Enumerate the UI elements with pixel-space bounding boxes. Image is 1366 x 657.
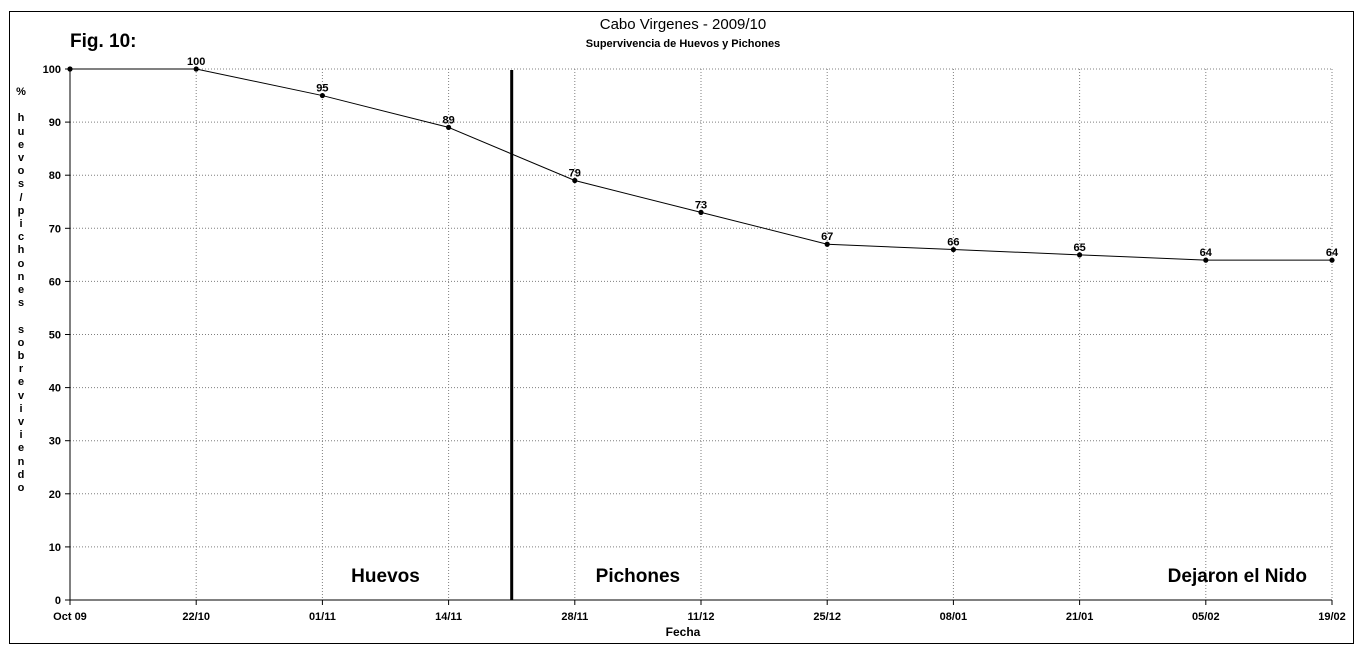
data-point bbox=[193, 66, 199, 72]
data-label: 100 bbox=[187, 56, 205, 68]
phase-annotation: Huevos bbox=[351, 566, 420, 587]
y-tick-label: 0 bbox=[55, 595, 61, 607]
y-axis-label-char: e bbox=[17, 376, 25, 389]
y-axis-label-char: v bbox=[17, 152, 25, 164]
y-axis-label-char: i bbox=[19, 402, 23, 415]
y-axis-label-char: h bbox=[17, 112, 25, 125]
data-point bbox=[950, 246, 957, 253]
data-label: 65 bbox=[1073, 242, 1085, 254]
data-point bbox=[1077, 252, 1083, 258]
data-label: 66 bbox=[947, 237, 959, 249]
chart-title: Cabo Virgenes - 2009/10 bbox=[599, 16, 767, 33]
y-axis-label-char: o bbox=[17, 336, 25, 349]
x-tick-label: 28/11 bbox=[561, 611, 588, 623]
data-label: 89 bbox=[442, 114, 454, 126]
figure-label: Fig. 10: bbox=[70, 31, 137, 52]
y-axis-label-char: o bbox=[17, 165, 25, 178]
y-axis-label-char: o bbox=[17, 257, 25, 270]
y-tick-label: 10 bbox=[49, 542, 61, 554]
y-axis-label-char: / bbox=[19, 191, 23, 204]
y-tick-label: 20 bbox=[49, 489, 61, 501]
y-axis-label-char: s bbox=[17, 323, 25, 336]
y-tick-label: 30 bbox=[49, 436, 61, 448]
y-axis-label-char: r bbox=[18, 363, 24, 376]
y-axis-label-char: h bbox=[17, 244, 25, 257]
y-axis-label-char: p bbox=[17, 204, 25, 217]
chart-frame bbox=[9, 11, 1354, 644]
y-tick-label: 50 bbox=[49, 330, 61, 342]
x-tick-label: 25/12 bbox=[813, 611, 841, 623]
data-point bbox=[319, 92, 325, 99]
data-label: 95 bbox=[316, 83, 328, 95]
y-axis-label-char: b bbox=[17, 350, 25, 363]
x-tick-label: 14/11 bbox=[435, 611, 462, 623]
y-tick-label: 90 bbox=[49, 117, 61, 129]
phase-annotation: Dejaron el Nido bbox=[1168, 566, 1307, 587]
y-axis-label-char: e bbox=[17, 138, 25, 151]
data-point bbox=[446, 124, 452, 131]
data-label: 64 bbox=[1326, 247, 1339, 259]
y-axis-label-char: u bbox=[17, 125, 25, 138]
y-axis-label-char: s bbox=[17, 297, 25, 310]
data-label: 67 bbox=[821, 231, 833, 243]
chart-subtitle: Supervivencia de Huevos y Pichones bbox=[585, 38, 781, 50]
x-axis-label: Fecha bbox=[665, 625, 701, 639]
y-axis-label: % h u e v o s / p i c h o n e s s o b r e v i v i e n d o bbox=[12, 86, 30, 495]
data-point bbox=[572, 177, 578, 184]
data-point bbox=[1329, 257, 1335, 263]
y-axis-label-char: n bbox=[17, 455, 25, 468]
data-point bbox=[67, 66, 73, 72]
y-axis-label-char: v bbox=[17, 416, 25, 429]
x-tick-label: 01/11 bbox=[309, 611, 336, 623]
data-label: 79 bbox=[569, 168, 581, 180]
y-axis-label-char: e bbox=[17, 442, 25, 455]
y-axis-label-char: e bbox=[17, 284, 25, 297]
phase-annotation: Pichones bbox=[596, 566, 680, 587]
data-label: 64 bbox=[1200, 247, 1213, 259]
y-tick-label: 100 bbox=[43, 64, 61, 76]
data-point bbox=[824, 241, 830, 247]
y-axis-label-char: v bbox=[17, 389, 25, 402]
y-axis-label-char: % bbox=[16, 86, 26, 98]
x-tick-label: 11/12 bbox=[688, 611, 715, 623]
y-axis-label-char: c bbox=[17, 231, 25, 244]
y-tick-label: 70 bbox=[49, 223, 61, 235]
y-tick-label: 80 bbox=[49, 170, 61, 182]
data-point bbox=[698, 209, 704, 215]
y-tick-label: 60 bbox=[49, 276, 61, 288]
x-tick-label: 05/02 bbox=[1192, 611, 1220, 623]
y-axis-label-char: n bbox=[17, 270, 25, 283]
y-axis-label-char: d bbox=[17, 468, 25, 481]
y-axis-label-char: s bbox=[17, 178, 25, 191]
x-tick-label: 19/02 bbox=[1318, 611, 1346, 623]
data-label: 73 bbox=[695, 199, 707, 211]
y-axis-label-char: i bbox=[19, 429, 23, 442]
data-point bbox=[1203, 257, 1209, 263]
x-tick-label: 08/01 bbox=[940, 611, 968, 623]
y-axis-label-char: o bbox=[17, 482, 25, 495]
y-axis-label-char: i bbox=[19, 218, 23, 231]
x-tick-label: Oct 09 bbox=[53, 611, 87, 623]
y-tick-label: 40 bbox=[49, 383, 61, 395]
x-tick-label: 22/10 bbox=[182, 611, 210, 623]
x-tick-label: 21/01 bbox=[1066, 611, 1094, 623]
